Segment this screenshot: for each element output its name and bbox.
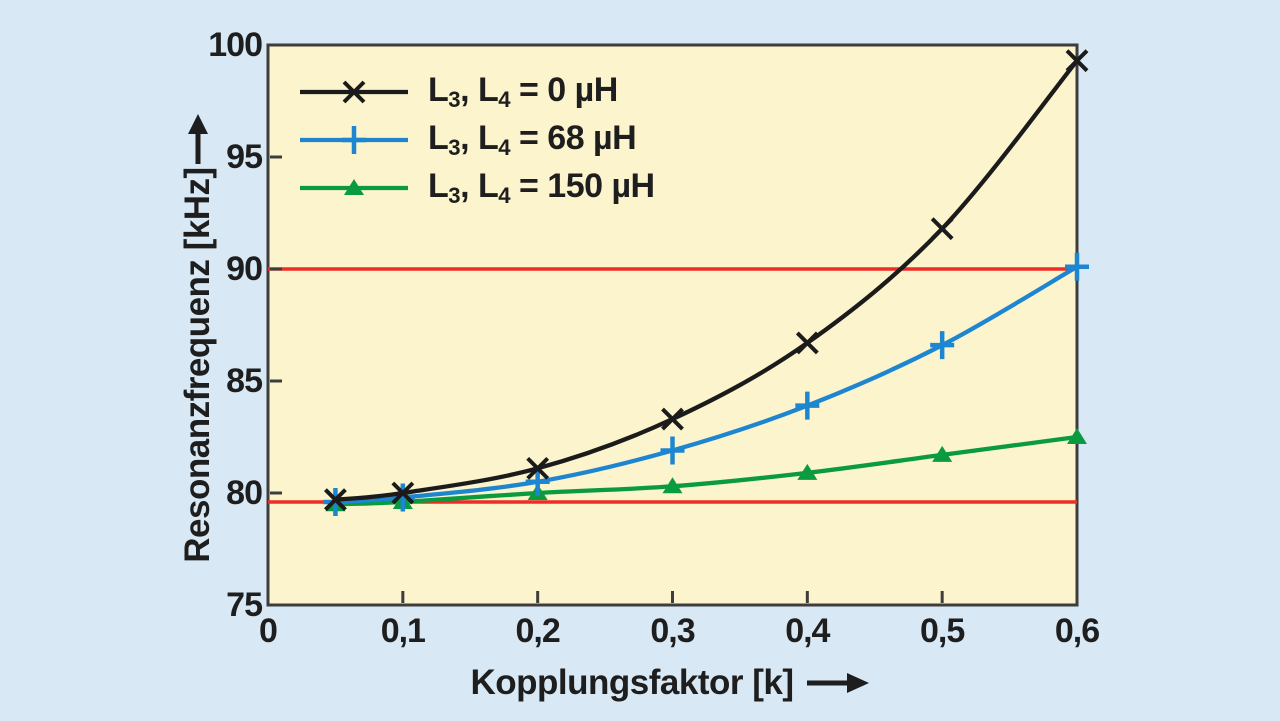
- y-tick-label: 85: [226, 362, 263, 400]
- y-tick-label: 80: [226, 474, 263, 512]
- y-tick-label: 75: [226, 586, 263, 624]
- triangle-marker-icon: [1067, 428, 1087, 444]
- x-tick-label: 0,4: [785, 612, 830, 650]
- legend-line-sample: [300, 179, 408, 195]
- legend-item: L3, L4 = 0 µH: [298, 68, 655, 116]
- plus-marker-icon: [930, 331, 955, 360]
- x-marker-icon: [342, 80, 366, 104]
- x-marker-icon: [324, 488, 347, 512]
- plus-marker-icon: [390, 483, 415, 512]
- legend-line-sample: [300, 126, 408, 154]
- plus-marker-icon: [795, 391, 820, 420]
- triangle-marker-icon: [797, 463, 818, 480]
- x-axis-label: Kopplungsfaktor [k]: [470, 663, 794, 702]
- x-marker-icon: [795, 331, 819, 355]
- triangle-marker-icon: [662, 477, 683, 494]
- x-tick-label: 0,3: [650, 612, 695, 650]
- legend-item: L3, L4 = 68 µH: [298, 116, 655, 164]
- legend-label: L3, L4 = 68 µH: [428, 118, 637, 161]
- triangle-marker-icon: [932, 445, 953, 462]
- legend-label: L3, L4 = 0 µH: [428, 70, 618, 113]
- series-l3-l4-0-h: [324, 49, 1089, 512]
- y-tick-label: 100: [208, 26, 263, 64]
- y-tick-label: 95: [226, 138, 263, 176]
- triangle-marker-icon: [344, 179, 364, 195]
- x-marker-icon: [526, 456, 550, 480]
- x-axis-arrow-icon: [807, 673, 870, 693]
- plus-marker-icon: [660, 436, 685, 465]
- y-tick-label: 90: [226, 250, 263, 288]
- x-marker-icon: [1065, 49, 1089, 73]
- x-marker-icon: [661, 407, 684, 431]
- x-tick-label: 0,1: [380, 612, 426, 650]
- y-axis-title: Resonanzfrequenz [kHz]: [178, 155, 218, 575]
- x-tick-label: 0,6: [1054, 612, 1100, 650]
- plus-marker-icon: [342, 126, 366, 154]
- legend: L3, L4 = 0 µH L3, L4 = 68 µH L3, L4 = 150 …: [298, 68, 655, 212]
- x-tick-label: 0,2: [515, 612, 561, 650]
- x-tick-label: 0,5: [920, 612, 965, 650]
- x-axis-title: Kopplungsfaktor [k]: [380, 663, 960, 703]
- plus-marker-icon: [525, 467, 550, 496]
- plus-marker-icon: [1065, 252, 1089, 281]
- legend-item: L3, L4 = 150 µH: [298, 164, 655, 212]
- legend-label: L3, L4 = 150 µH: [428, 166, 655, 209]
- legend-line-sample: [300, 80, 408, 104]
- x-marker-icon: [930, 217, 954, 241]
- series-curve: [333, 58, 1080, 502]
- x-marker-icon: [391, 481, 415, 505]
- y-axis-arrow-icon: [188, 114, 208, 164]
- y-axis-label: Resonanzfrequenz [kHz]: [178, 167, 217, 563]
- x-tick-label: 0: [259, 612, 278, 650]
